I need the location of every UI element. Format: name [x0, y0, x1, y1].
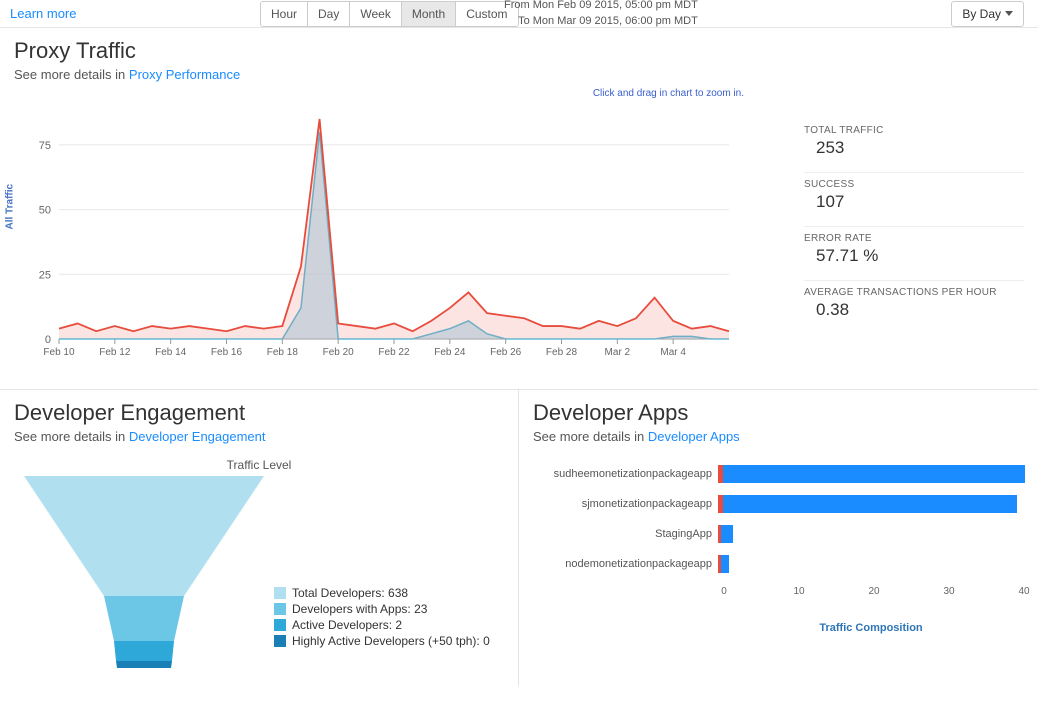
- x-tick: 20: [868, 586, 879, 597]
- funnel-legend: Total Developers: 638 Developers with App…: [274, 476, 504, 676]
- stat-block: AVERAGE TRANSACTIONS PER HOUR 0.38: [804, 280, 1024, 320]
- svg-text:Feb 22: Feb 22: [378, 347, 410, 358]
- apps-title: Developer Apps: [533, 400, 1024, 426]
- legend-swatch: [274, 603, 286, 615]
- svg-text:25: 25: [39, 269, 51, 281]
- legend-label: Developers with Apps: 23: [292, 602, 427, 616]
- proxy-title: Proxy Traffic: [14, 38, 1024, 64]
- range-week[interactable]: Week: [350, 2, 401, 26]
- legend-swatch: [274, 587, 286, 599]
- svg-text:Mar 2: Mar 2: [605, 347, 631, 358]
- bar-x-axis: 010203040: [724, 584, 1024, 618]
- proxy-chart[interactable]: All Traffic 0255075Feb 10Feb 12Feb 14Feb…: [14, 109, 784, 379]
- funnel-legend-item: Total Developers: 638: [274, 586, 504, 600]
- engagement-link[interactable]: Developer Engagement: [129, 429, 266, 444]
- from-label: From: [504, 0, 530, 11]
- svg-text:Feb 24: Feb 24: [434, 347, 466, 358]
- bar-seg-success: [723, 465, 1025, 483]
- funnel-title: Traffic Level: [14, 458, 504, 472]
- legend-label: Highly Active Developers (+50 tph): 0: [292, 634, 490, 648]
- bar-row: sjmonetizationpackageapp: [533, 494, 1024, 514]
- bar-row: sudheemonetizationpackageapp: [533, 464, 1024, 484]
- to-label: To: [518, 15, 530, 27]
- developer-apps-section: Developer Apps See more details in Devel…: [519, 390, 1038, 686]
- bar-track: [718, 495, 1024, 513]
- bar-track: [718, 465, 1024, 483]
- stat-label: SUCCESS: [804, 179, 1024, 190]
- funnel-legend-item: Developers with Apps: 23: [274, 602, 504, 616]
- stat-block: ERROR RATE 57.71 %: [804, 226, 1024, 266]
- bar-label: sjmonetizationpackageapp: [533, 498, 718, 510]
- funnel-chart: [14, 476, 274, 676]
- stat-label: ERROR RATE: [804, 233, 1024, 244]
- x-tick: 10: [793, 586, 804, 597]
- svg-text:Feb 18: Feb 18: [267, 347, 299, 358]
- svg-text:0: 0: [45, 334, 51, 346]
- bar-row: StagingApp: [533, 524, 1024, 544]
- bar-label: nodemonetizationpackageapp: [533, 558, 718, 570]
- legend-label: Active Developers: 2: [292, 618, 402, 632]
- bar-track: [718, 555, 1024, 573]
- granularity-label: By Day: [962, 7, 1001, 21]
- bar-label: sudheemonetizationpackageapp: [533, 468, 718, 480]
- svg-text:Feb 16: Feb 16: [211, 347, 243, 358]
- learn-more-link[interactable]: Learn more: [10, 6, 76, 21]
- range-month[interactable]: Month: [402, 2, 456, 26]
- svg-text:75: 75: [39, 140, 51, 152]
- stat-label: TOTAL TRAFFIC: [804, 125, 1024, 136]
- stat-block: SUCCESS 107: [804, 172, 1024, 212]
- stat-block: TOTAL TRAFFIC 253: [804, 119, 1024, 158]
- bar-track: [718, 525, 1024, 543]
- developer-engagement-section: Developer Engagement See more details in…: [0, 390, 519, 686]
- apps-bar-chart: sudheemonetizationpackageapp sjmonetizati…: [533, 464, 1024, 634]
- bar-row: nodemonetizationpackageapp: [533, 554, 1024, 574]
- range-day[interactable]: Day: [308, 2, 350, 26]
- proxy-subtitle: See more details in Proxy Performance: [14, 67, 1024, 82]
- svg-text:Feb 14: Feb 14: [155, 347, 187, 358]
- svg-text:Feb 26: Feb 26: [490, 347, 522, 358]
- x-tick: 40: [1018, 586, 1029, 597]
- legend-swatch: [274, 635, 286, 647]
- proxy-stats: TOTAL TRAFFIC 253 SUCCESS 107 ERROR RATE 57.7…: [784, 109, 1024, 379]
- stat-label: AVERAGE TRANSACTIONS PER HOUR: [804, 287, 1024, 298]
- funnel-legend-item: Highly Active Developers (+50 tph): 0: [274, 634, 504, 648]
- bar-label: StagingApp: [533, 528, 718, 540]
- bar-seg-success: [721, 555, 729, 573]
- apps-link[interactable]: Developer Apps: [648, 429, 740, 444]
- bar-x-label: Traffic Composition: [718, 622, 1024, 634]
- granularity-dropdown[interactable]: By Day: [951, 1, 1024, 27]
- zoom-hint: Click and drag in chart to zoom in.: [14, 88, 1024, 99]
- stat-value: 57.71 %: [804, 246, 1024, 266]
- time-range-group: HourDayWeekMonthCustom: [260, 1, 519, 27]
- from-value: Mon Feb 09 2015, 05:00 pm MDT: [533, 0, 698, 11]
- date-range-display: From Mon Feb 09 2015, 05:00 pm MDT To Mo…: [504, 0, 698, 29]
- bar-seg-success: [721, 525, 732, 543]
- proxy-traffic-section: Proxy Traffic See more details in Proxy …: [0, 28, 1038, 389]
- funnel-legend-item: Active Developers: 2: [274, 618, 504, 632]
- svg-text:Feb 20: Feb 20: [323, 347, 355, 358]
- stat-value: 253: [804, 138, 1024, 158]
- y-axis-label: All Traffic: [5, 184, 16, 230]
- to-value: Mon Mar 09 2015, 06:00 pm MDT: [533, 15, 698, 27]
- legend-swatch: [274, 619, 286, 631]
- svg-text:Feb 28: Feb 28: [546, 347, 578, 358]
- engagement-title: Developer Engagement: [14, 400, 504, 426]
- stat-value: 0.38: [804, 300, 1024, 320]
- range-hour[interactable]: Hour: [261, 2, 308, 26]
- caret-down-icon: [1005, 11, 1013, 16]
- svg-text:Mar 4: Mar 4: [660, 347, 686, 358]
- stat-value: 107: [804, 192, 1024, 212]
- svg-text:Feb 12: Feb 12: [99, 347, 131, 358]
- proxy-performance-link[interactable]: Proxy Performance: [129, 67, 240, 82]
- x-tick: 30: [943, 586, 954, 597]
- svg-text:Feb 10: Feb 10: [43, 347, 75, 358]
- legend-label: Total Developers: 638: [292, 586, 408, 600]
- svg-text:50: 50: [39, 205, 51, 217]
- bar-seg-success: [723, 495, 1018, 513]
- top-toolbar: Learn more HourDayWeekMonthCustom From M…: [0, 0, 1038, 28]
- x-tick: 0: [721, 586, 727, 597]
